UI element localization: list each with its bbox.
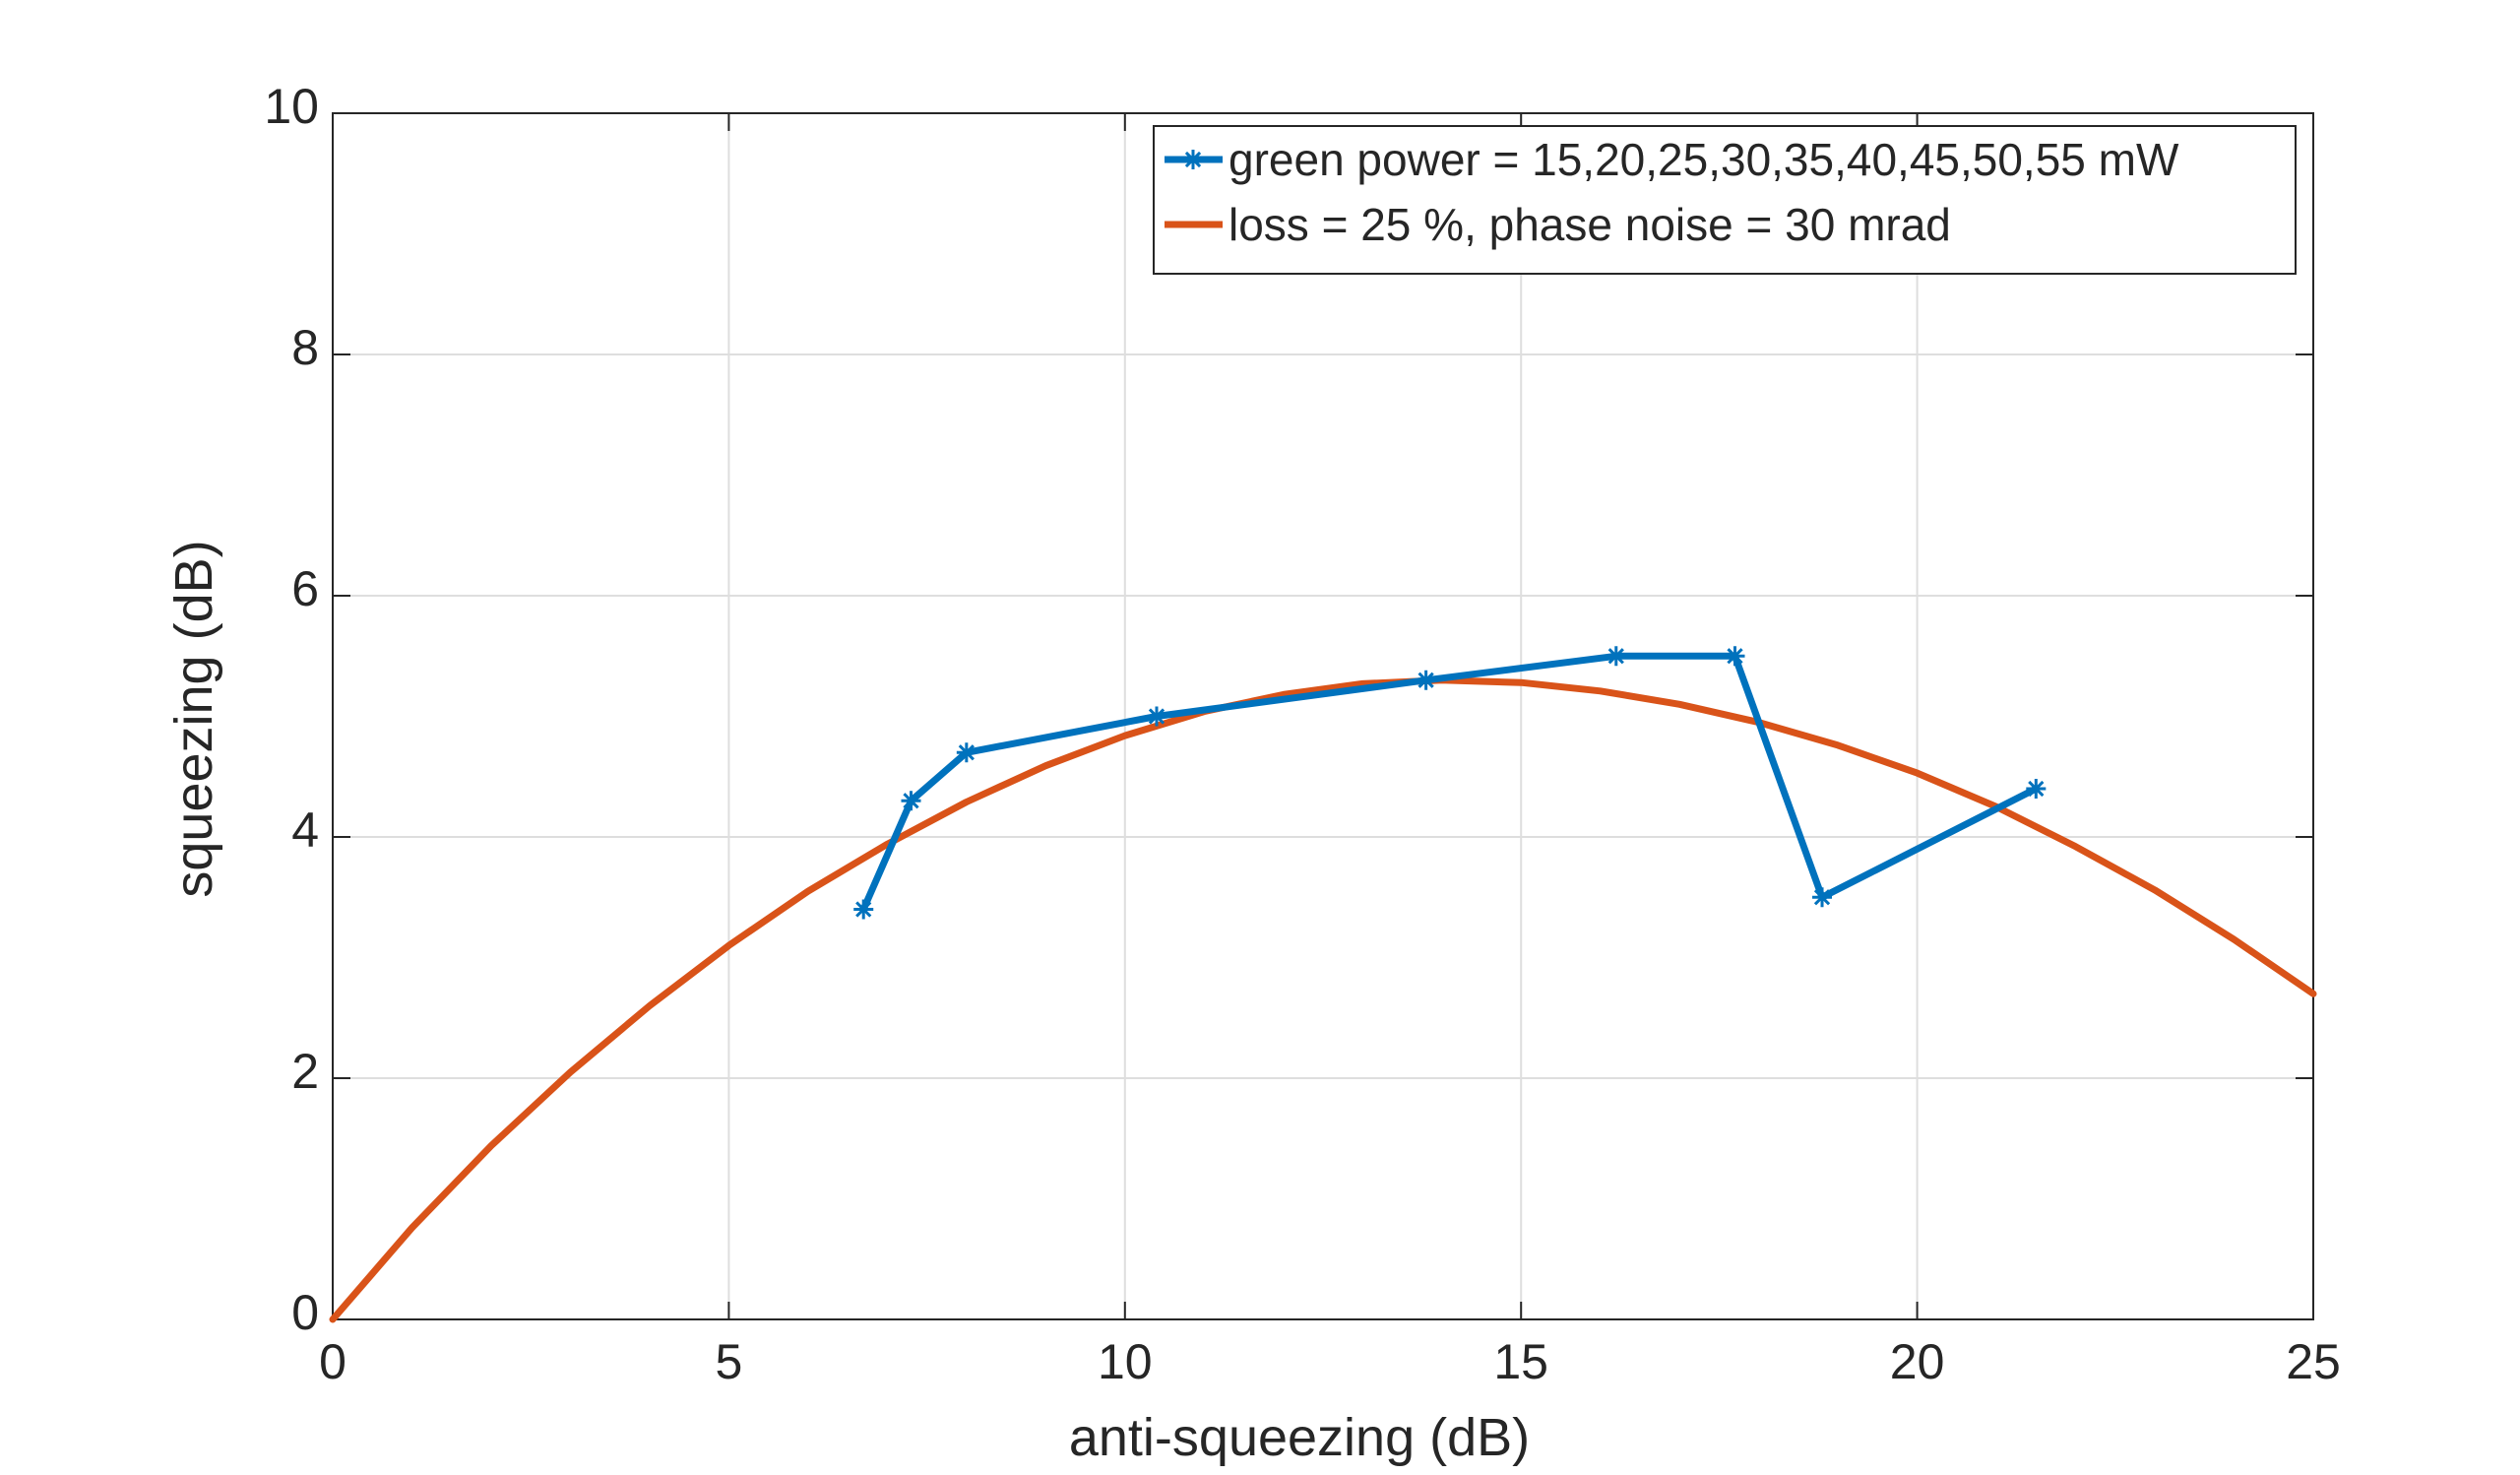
x-tick-label: 20 xyxy=(1890,1334,1945,1389)
series-line-1 xyxy=(329,676,2317,1323)
data-point-marker xyxy=(1606,646,1626,667)
y-tick-label: 6 xyxy=(291,561,319,616)
x-tick-label: 10 xyxy=(1098,1334,1153,1389)
y-tick-label: 8 xyxy=(291,320,319,375)
data-point-marker xyxy=(853,899,874,920)
y-tick-label: 2 xyxy=(291,1044,319,1099)
data-point-marker xyxy=(2026,779,2047,799)
tick-labels: 0 5 10 15 20 25 0 2 4 6 8 10 xyxy=(264,79,2340,1389)
y-axis-title: squeezing (dB) xyxy=(164,540,223,897)
x-axis-title: anti-squeezing (dB) xyxy=(1069,1408,1530,1467)
y-tick-label: 4 xyxy=(291,802,319,858)
data-point-marker xyxy=(1725,646,1745,667)
data-point-marker xyxy=(1416,670,1436,690)
grid-lines xyxy=(333,113,2313,1319)
data-point-marker xyxy=(956,742,976,763)
x-tick-label: 5 xyxy=(715,1334,742,1389)
data-point-marker xyxy=(901,791,921,811)
plot-area xyxy=(329,646,2317,1323)
x-tick-label: 15 xyxy=(1493,1334,1548,1389)
data-point-marker xyxy=(1146,706,1166,727)
x-tick-label: 0 xyxy=(319,1334,346,1389)
x-tick-label: 25 xyxy=(2286,1334,2341,1389)
y-tick-label: 0 xyxy=(291,1285,319,1340)
data-point-marker xyxy=(1183,150,1203,169)
y-tick-label: 10 xyxy=(264,79,319,134)
legend-box xyxy=(1153,125,2297,275)
legend-label-1: loss = 25 %, phase noise = 30 mrad xyxy=(1228,199,1951,250)
data-point-marker xyxy=(1812,887,1833,908)
axes-box xyxy=(332,112,2314,1320)
legend: green power = 15,20,25,30,35,40,45,50,55… xyxy=(1153,125,2297,275)
legend-label-0: green power = 15,20,25,30,35,40,45,50,55… xyxy=(1228,134,2179,185)
